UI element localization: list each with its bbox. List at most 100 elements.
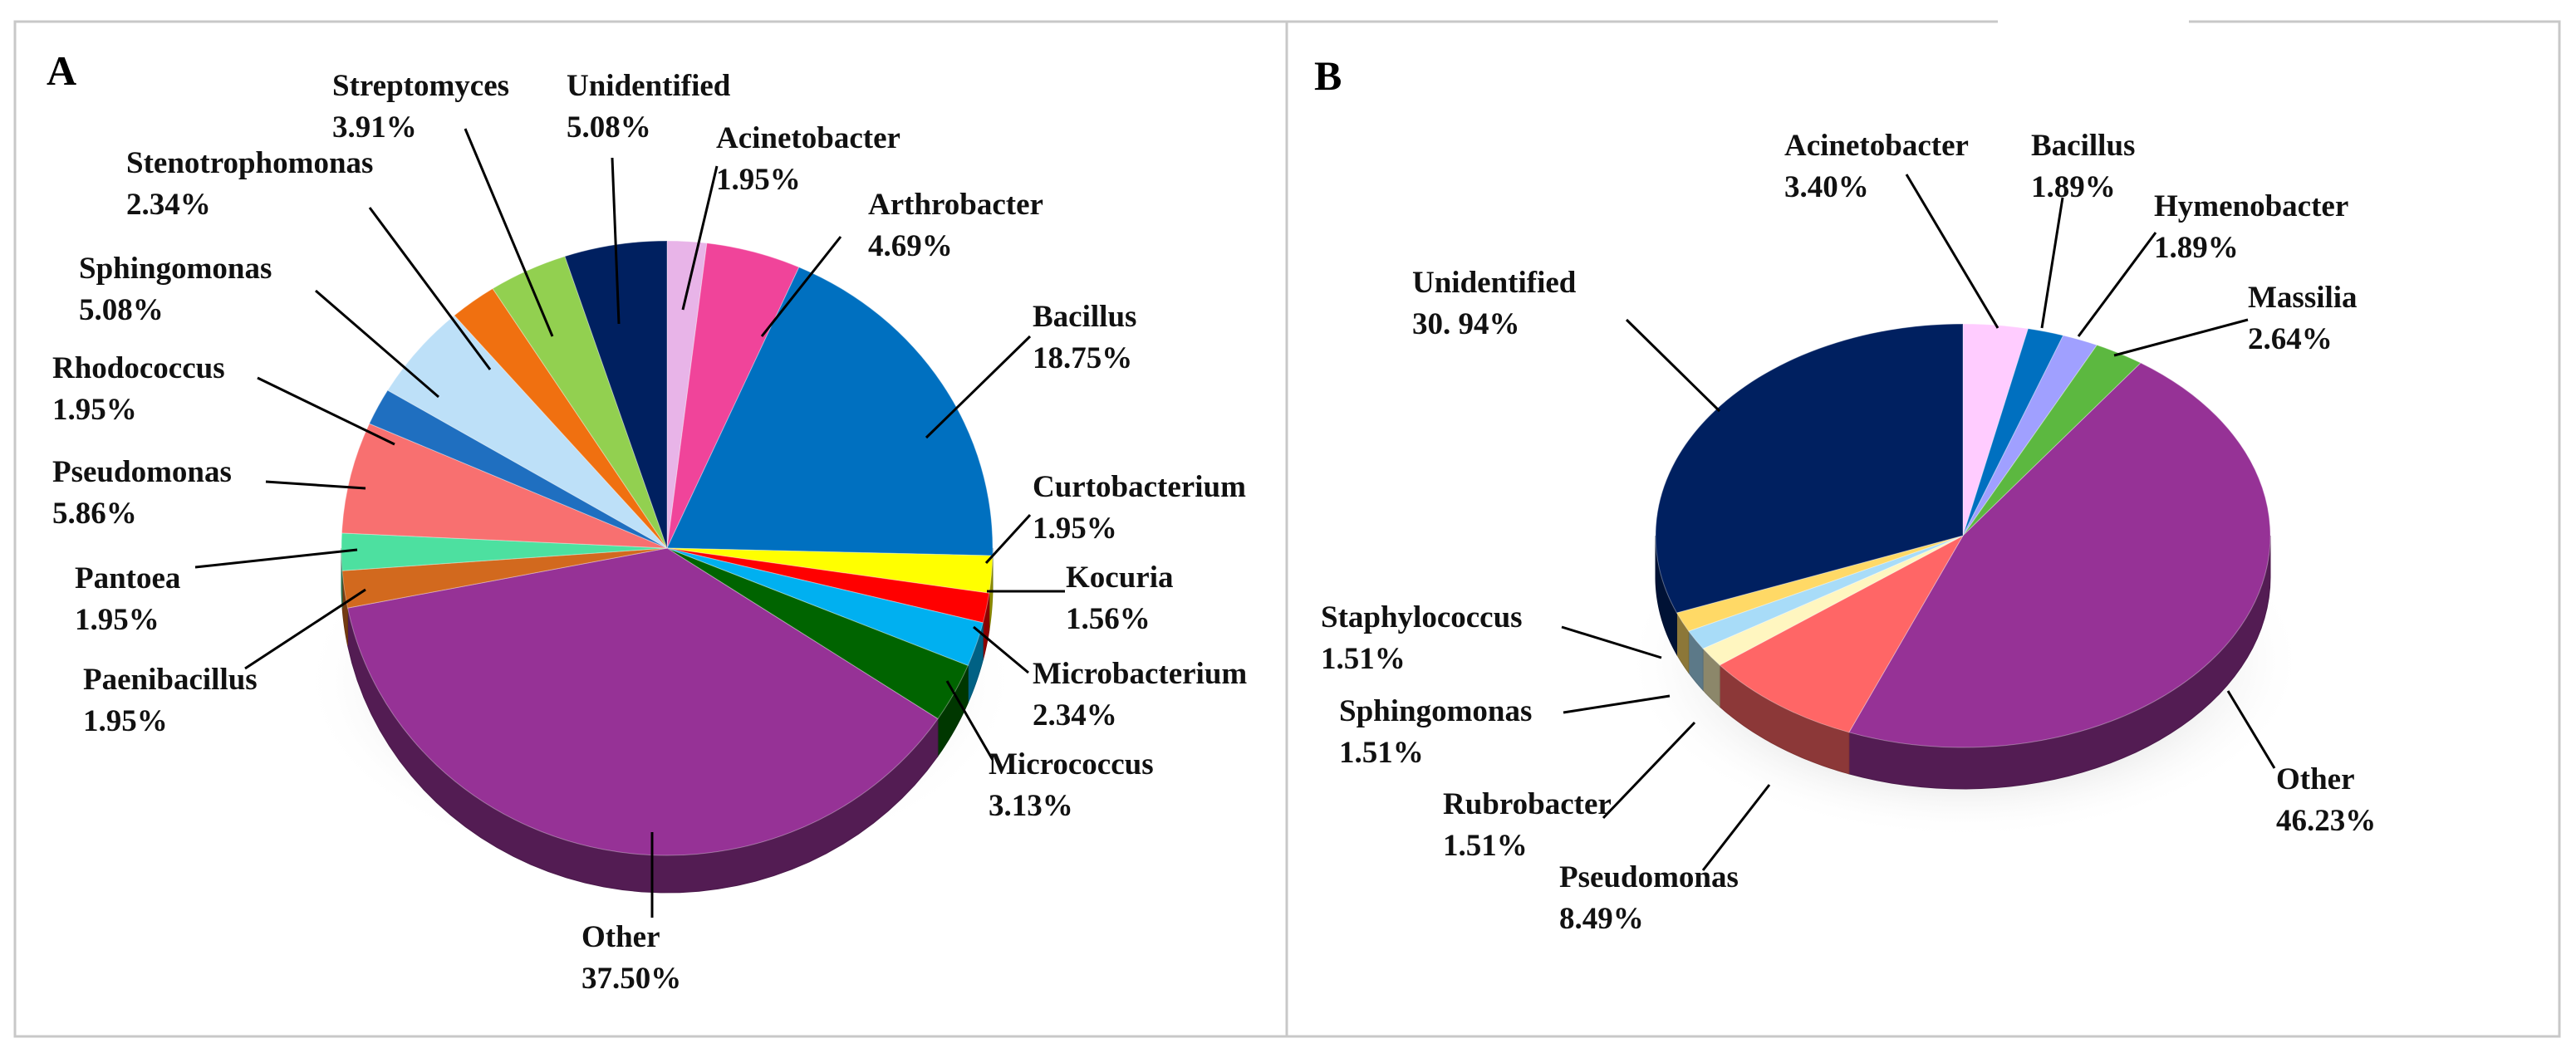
pie-b-leader-bacillus	[2040, 197, 2064, 329]
pie-b-label-unidentified: Unidentified	[1412, 266, 1577, 300]
pie-b-label-hymenobacter: Hymenobacter	[2154, 189, 2348, 223]
pie-a-slice-pseudomonas	[341, 423, 668, 549]
pie-b-side-unidentified	[1655, 535, 1677, 656]
pie-a-leader-sphingomonas	[315, 289, 439, 399]
pie-b-value-acinetobacter: 3.40%	[1784, 170, 1869, 204]
panel-a-label: A	[47, 47, 76, 94]
pie-a-label-unidentified: Unidentified	[567, 69, 731, 103]
pie-b-leader-sphingomonas	[1563, 694, 1671, 714]
pie-a-label-micrococcus: Micrococcus	[989, 747, 1154, 781]
pie-a-value-unidentified: 5.08%	[567, 110, 651, 144]
pie-a-leader-microbacterium	[973, 625, 1029, 674]
pie-a-leader-unidentified	[611, 157, 621, 325]
pie-b-leader-staphylococcus	[1561, 625, 1662, 659]
pie-b-value-pseudomonas: 8.49%	[1559, 902, 1644, 936]
pie-a-slice-kocuria	[666, 547, 990, 624]
pie-b-leader-rubrobacter	[1602, 721, 1696, 820]
pie-a-leader-rhodococcus	[257, 376, 395, 446]
pie-b-slice-other	[1848, 362, 2271, 748]
pie-a-leader-streptomyces	[464, 128, 554, 337]
pie-b-value-other: 46.23%	[2276, 804, 2376, 838]
pie-b-slice-sphingomonas	[1687, 535, 1964, 649]
pie-a-value-arthrobacter: 4.69%	[868, 229, 953, 263]
pie-a-slice-arthrobacter	[666, 242, 800, 549]
pie-a-value-other: 37.50%	[581, 962, 681, 996]
pie-a-value-acinetobacter: 1.95%	[716, 163, 801, 197]
pie-a-value-pantoea: 1.95%	[75, 603, 159, 637]
pie-a-leader-pseudomonas	[265, 480, 366, 490]
pie-b-leader-hymenobacter	[2077, 232, 2157, 337]
panel-b-frame	[1285, 20, 2561, 1038]
pie-chart-b: Acinetobacter 3.40% Bacillus 1.89% Hymenobac…	[1321, 129, 2376, 936]
pie-b-value-massilia: 2.64%	[2248, 322, 2333, 356]
pie-a-label-bacillus: Bacillus	[1033, 300, 1136, 334]
pie-b-label-sphingomonas: Sphingomonas	[1339, 694, 1532, 728]
pie-a-label-stenotrophomonas: Stenotrophomonas	[126, 146, 373, 180]
pie-a-leader-arthrobacter	[760, 236, 842, 337]
pie-a-slice-stenotrophomonas	[454, 287, 668, 549]
pie-b-slices	[1655, 323, 2271, 748]
pie-b-label-bacillus: Bacillus	[2031, 129, 2135, 163]
pie-a-leader-paenibacillus	[244, 588, 366, 670]
pie-a-labels: Acinetobacter 1.95% Arthrobacter 4.69% Bacil…	[52, 69, 1247, 996]
pie-a-slice-other	[346, 547, 939, 856]
pie-a-value-kocuria: 1.56%	[1066, 602, 1151, 636]
pie-b-label-massilia: Massilia	[2248, 281, 2358, 315]
pie-a-label-kocuria: Kocuria	[1066, 561, 1173, 595]
pie-a-label-curtobacterium: Curtobacterium	[1033, 470, 1246, 504]
pie-b-slice-pseudomonas	[1719, 534, 1965, 733]
pie-b-leader-other	[2226, 690, 2276, 769]
pie-b-slice-hymenobacter	[1962, 335, 2098, 536]
pie-a-slice-streptomyces	[492, 256, 668, 549]
pie-a-label-acinetobacter: Acinetobacter	[716, 121, 900, 155]
pie-b-label-rubrobacter: Rubrobacter	[1443, 787, 1612, 821]
pie-a-label-pseudomonas: Pseudomonas	[52, 455, 232, 489]
pie-a-label-streptomyces: Streptomyces	[332, 69, 509, 103]
pie-b-leader-pseudomonas	[1701, 784, 1771, 871]
pie-a-leader-acinetobacter	[681, 165, 719, 311]
pie-b-value-sphingomonas: 1.51%	[1339, 736, 1424, 770]
pie-b-label-pseudomonas: Pseudomonas	[1559, 860, 1739, 894]
pie-a-slice-paenibacillus	[341, 547, 668, 609]
pie-a-value-sphingomonas: 5.08%	[79, 293, 164, 327]
panel-b-label: B	[1314, 52, 1342, 99]
pie-a-value-curtobacterium: 1.95%	[1033, 512, 1117, 546]
pie-a-value-rhodococcus: 1.95%	[52, 393, 137, 427]
pie-a-label-rhodococcus: Rhodococcus	[52, 351, 225, 385]
pie-b-leader-unidentified	[1625, 318, 1721, 413]
pie-a-value-micrococcus: 3.13%	[989, 789, 1073, 823]
pie-a-label-sphingomonas: Sphingomonas	[79, 252, 272, 286]
pie-b-leader-massilia	[2113, 318, 2249, 357]
pie-a-slice-acinetobacter	[666, 240, 708, 549]
pie-b-label-other: Other	[2276, 762, 2355, 796]
pie-b-value-hymenobacter: 1.89%	[2154, 231, 2239, 265]
pie-b-leader-acinetobacter	[1905, 174, 1999, 329]
pie-b-value-staphylococcus: 1.51%	[1321, 642, 1406, 676]
pie-b-value-bacillus: 1.89%	[2031, 170, 2116, 204]
pie-b-value-rubrobacter: 1.51%	[1443, 829, 1528, 863]
pie-b-slice-bacillus	[1962, 328, 2064, 536]
pie-b-slice-staphylococcus	[1676, 535, 1964, 632]
pie-b-value-unidentified: 30. 94%	[1412, 307, 1520, 341]
pie-a-leader-stenotrophomonas	[368, 207, 492, 370]
pie-b-label-acinetobacter: Acinetobacter	[1784, 129, 1969, 163]
pie-a-value-microbacterium: 2.34%	[1033, 698, 1117, 732]
pie-a-label-microbacterium: Microbacterium	[1033, 657, 1247, 691]
pie-a-label-arthrobacter: Arthrobacter	[868, 188, 1043, 222]
pie-a-slice-rhodococcus	[368, 389, 668, 549]
pie-a-value-bacillus: 18.75%	[1033, 341, 1132, 375]
pie-a-leader-micrococcus	[945, 680, 994, 761]
pie-a-value-stenotrophomonas: 2.34%	[126, 188, 211, 222]
pie-a-slice-microbacterium	[666, 547, 984, 667]
pie-a-label-paenibacillus: Paenibacillus	[83, 663, 258, 697]
pie-a-value-paenibacillus: 1.95%	[83, 704, 168, 738]
pie-a-value-pseudomonas: 5.86%	[52, 497, 137, 531]
pie-a-slice-sphingomonas	[386, 315, 668, 549]
pie-a-slice-bacillus	[666, 267, 994, 556]
pie-chart-a: Acinetobacter 1.95% Arthrobacter 4.69% Bacil…	[52, 69, 1247, 996]
pie-a-leader-curtobacterium	[984, 513, 1032, 565]
pie-a-leader-bacillus	[925, 335, 1032, 439]
pie-b-slice-unidentified	[1655, 323, 1964, 614]
pie-a-value-streptomyces: 3.91%	[332, 110, 417, 144]
